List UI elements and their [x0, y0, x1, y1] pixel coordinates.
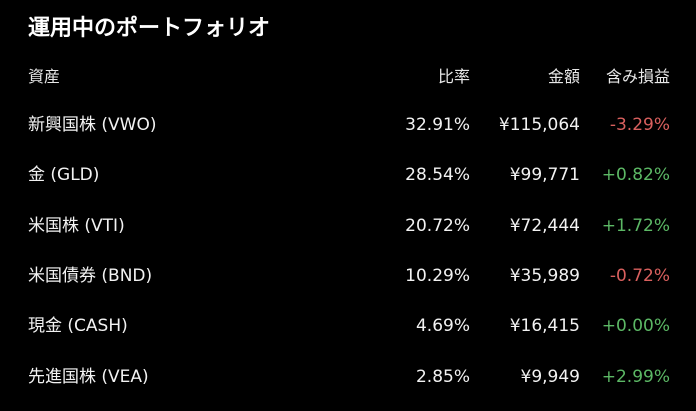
- asset-amount: ¥9,949: [520, 366, 580, 387]
- asset-amount: ¥16,415: [509, 316, 580, 337]
- asset-name: 金 (GLD): [28, 165, 100, 186]
- asset-name: 米国株 (VTI): [28, 215, 125, 236]
- asset-pnl: -3.29%: [609, 115, 670, 135]
- asset-pnl: +0.00%: [601, 316, 670, 337]
- asset-pnl: +1.72%: [601, 215, 670, 236]
- table-row[interactable]: 先進国株 (VEA) 2.85% ¥9,949 +2.99%: [0, 362, 696, 392]
- table-row[interactable]: 新興国株 (VWO) 32.91% ¥115,064 -3.29%: [0, 110, 696, 140]
- asset-amount: ¥115,064: [498, 115, 580, 135]
- asset-ratio: 32.91%: [405, 115, 470, 135]
- asset-name: 現金 (CASH): [28, 316, 128, 337]
- header-amount: 金額: [547, 67, 580, 86]
- table-row[interactable]: 米国株 (VTI) 20.72% ¥72,444 +1.72%: [0, 211, 696, 241]
- table-row[interactable]: 米国債券 (BND) 10.29% ¥35,989 -0.72%: [0, 261, 696, 291]
- page-title: 運用中のポートフォリオ: [28, 16, 271, 41]
- asset-ratio: 20.72%: [405, 215, 470, 236]
- table-row[interactable]: 現金 (CASH) 4.69% ¥16,415 +0.00%: [0, 311, 696, 341]
- header-asset: 資産: [28, 67, 61, 86]
- asset-amount: ¥99,771: [509, 165, 580, 186]
- asset-name: 新興国株 (VWO): [28, 115, 157, 135]
- header-ratio: 比率: [437, 67, 470, 86]
- asset-name: 米国債券 (BND): [28, 265, 153, 286]
- asset-pnl: +2.99%: [601, 366, 670, 387]
- asset-pnl: -0.72%: [609, 265, 670, 286]
- asset-ratio: 10.29%: [405, 265, 470, 286]
- table-row[interactable]: 金 (GLD) 28.54% ¥99,771 +0.82%: [0, 160, 696, 190]
- asset-ratio: 28.54%: [405, 165, 470, 186]
- asset-amount: ¥35,989: [509, 265, 580, 286]
- asset-amount: ¥72,444: [509, 215, 580, 236]
- asset-ratio: 4.69%: [415, 316, 470, 337]
- asset-name: 先進国株 (VEA): [28, 366, 149, 387]
- header-pnl: 含み損益: [605, 67, 670, 86]
- asset-ratio: 2.85%: [415, 366, 470, 387]
- table-header: 資産 比率 金額 含み損益: [0, 62, 696, 92]
- asset-pnl: +0.82%: [601, 165, 670, 186]
